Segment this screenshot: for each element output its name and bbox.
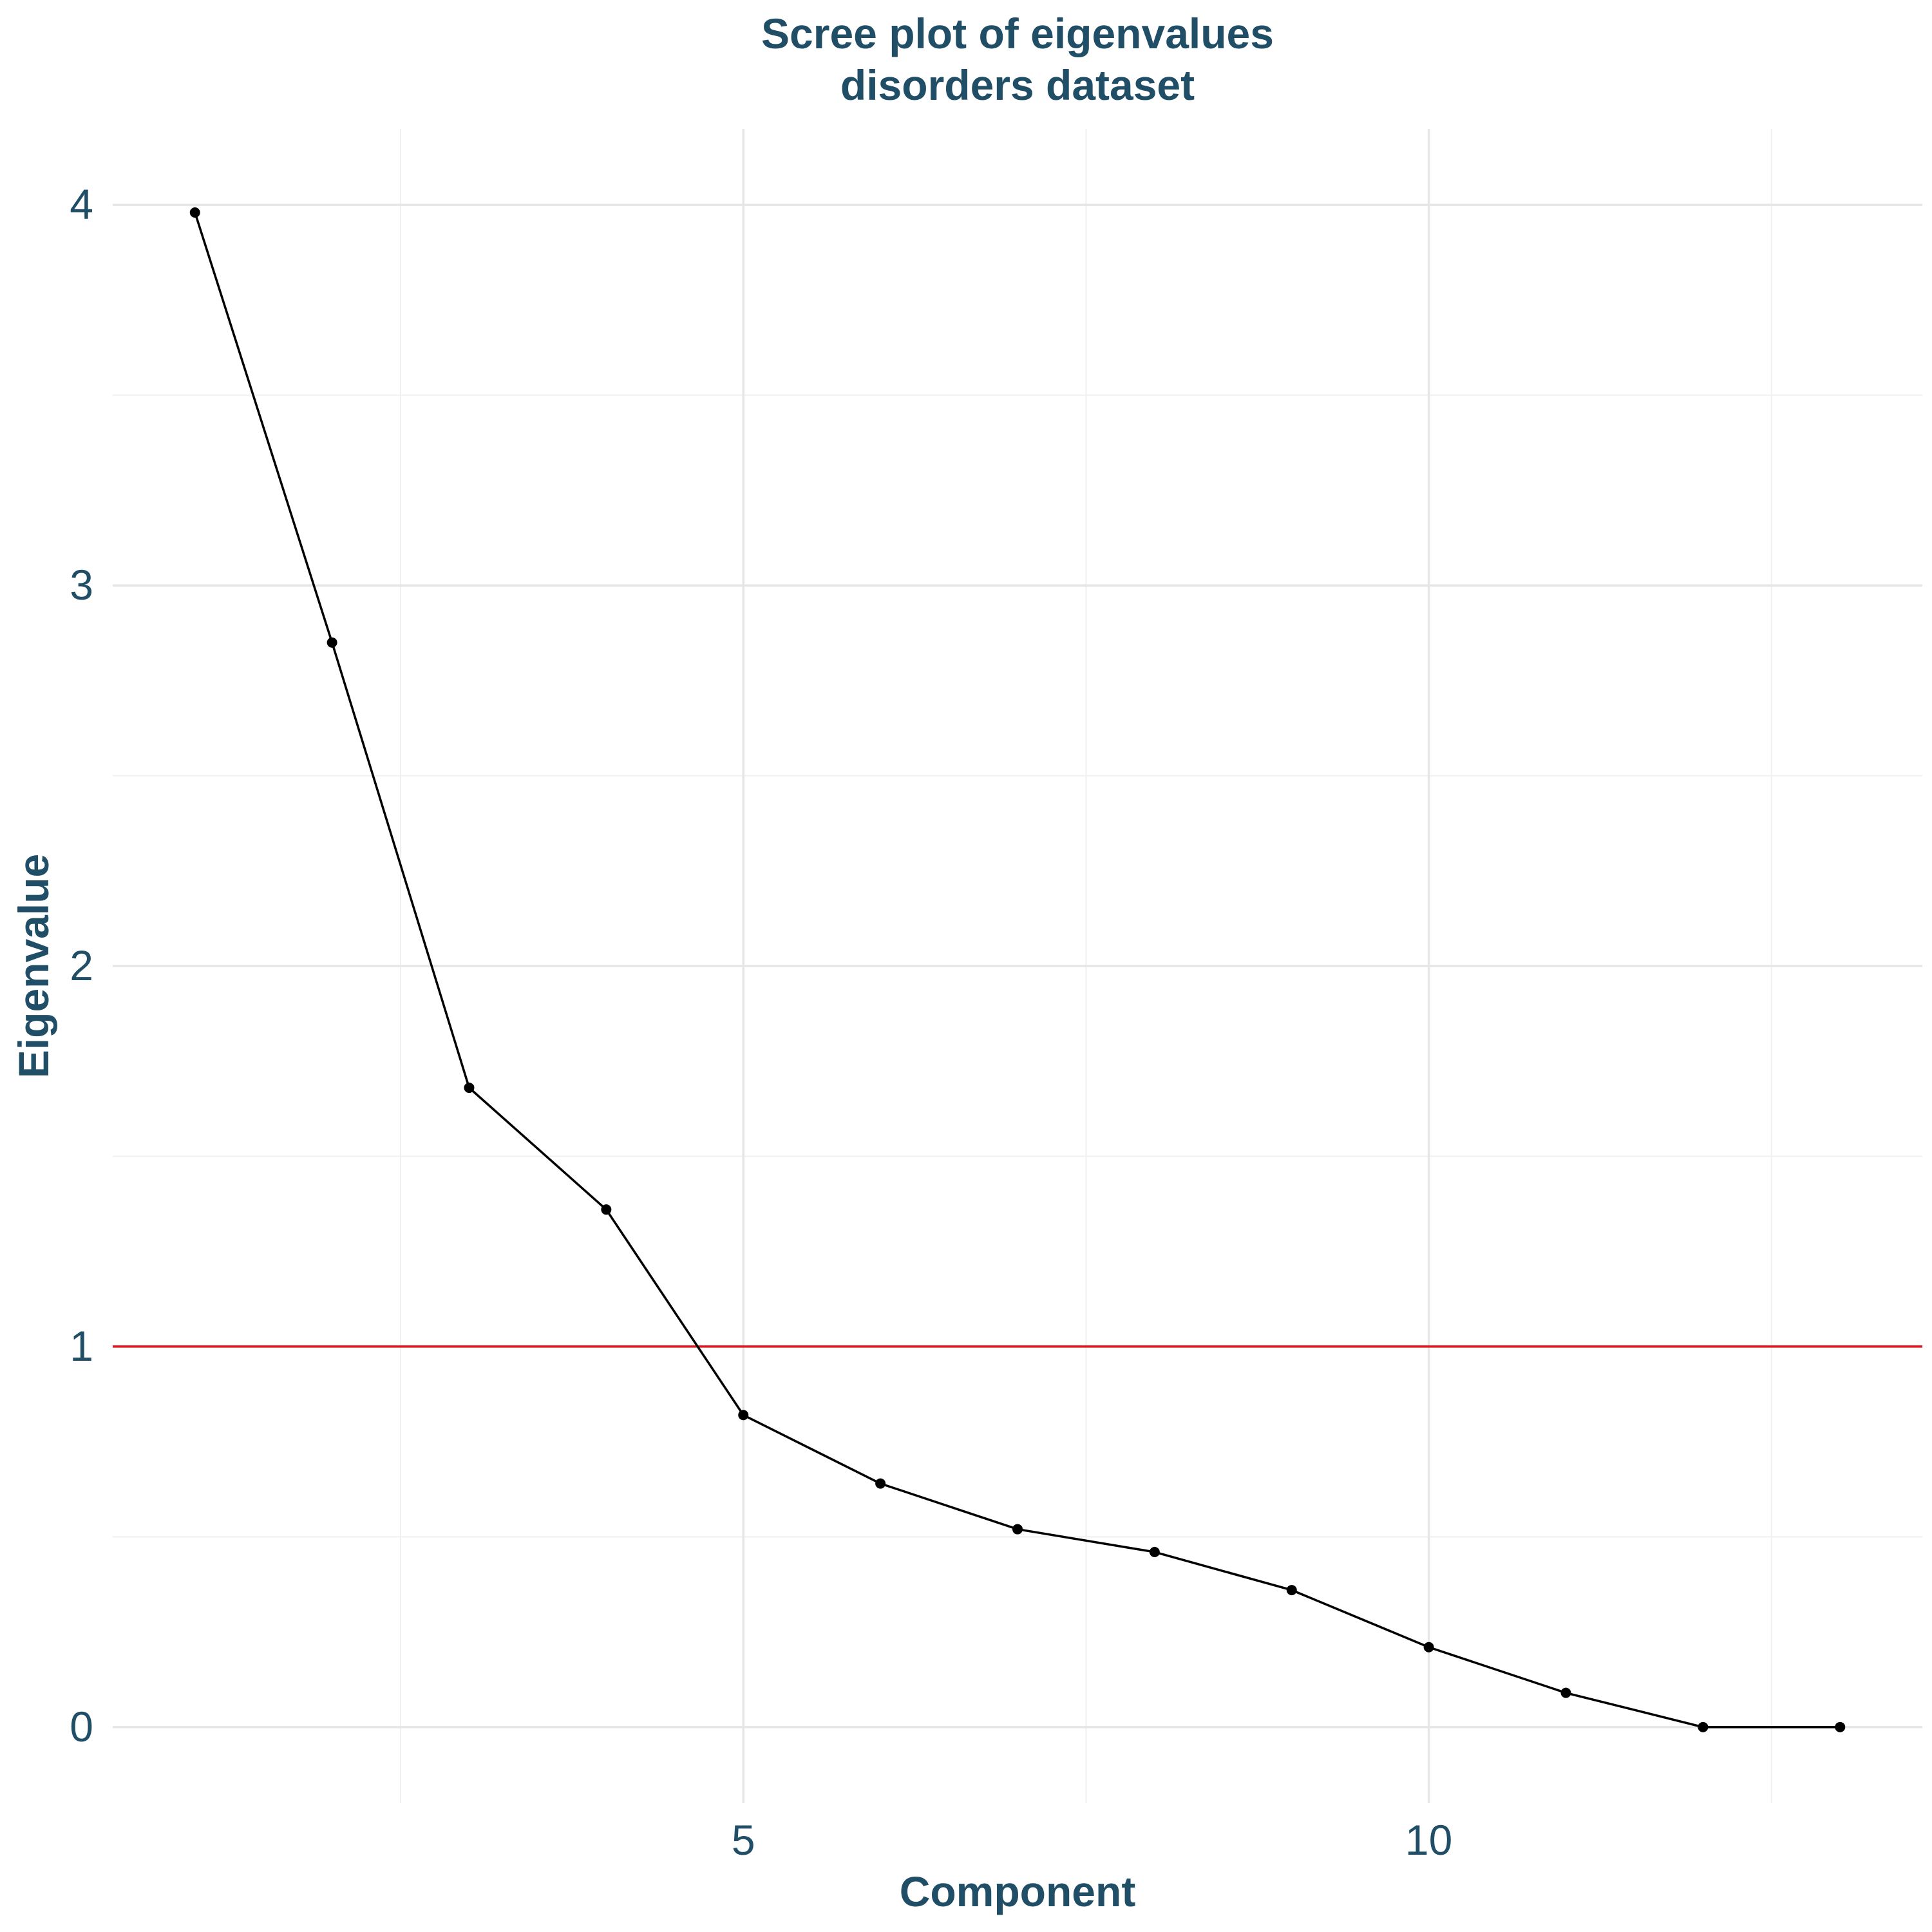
data-point: [1423, 1642, 1434, 1653]
y-tick-label: 3: [70, 561, 93, 609]
x-axis-title: Component: [900, 1868, 1136, 1915]
series-line: [194, 212, 1841, 1728]
x-tick-label: 10: [1405, 1816, 1452, 1864]
data-point: [327, 637, 337, 648]
y-tick-label: 4: [70, 180, 93, 228]
grid: [113, 129, 1922, 1803]
data-point: [189, 207, 200, 218]
data-point: [1012, 1524, 1023, 1535]
y-tick-label: 0: [70, 1703, 93, 1750]
data-point: [1835, 1721, 1846, 1732]
data-point: [1149, 1547, 1160, 1557]
tick-labels: 0 1 2 3 4 5 10: [70, 180, 1452, 1864]
x-tick-label: 5: [732, 1816, 755, 1864]
chart-title: Scree plot of eigenvalues: [761, 10, 1274, 57]
series-layer: [189, 207, 1846, 1732]
y-axis-title: Eigenvalue: [10, 854, 57, 1078]
data-point: [875, 1478, 886, 1489]
data-point: [738, 1410, 749, 1421]
data-point: [464, 1083, 475, 1094]
y-tick-label: 1: [70, 1322, 93, 1370]
data-point: [1560, 1687, 1571, 1698]
data-point: [601, 1204, 612, 1215]
y-tick-label: 2: [70, 942, 93, 989]
chart-subtitle: disorders dataset: [840, 61, 1195, 109]
data-point: [1698, 1721, 1709, 1732]
data-point: [1286, 1585, 1297, 1596]
